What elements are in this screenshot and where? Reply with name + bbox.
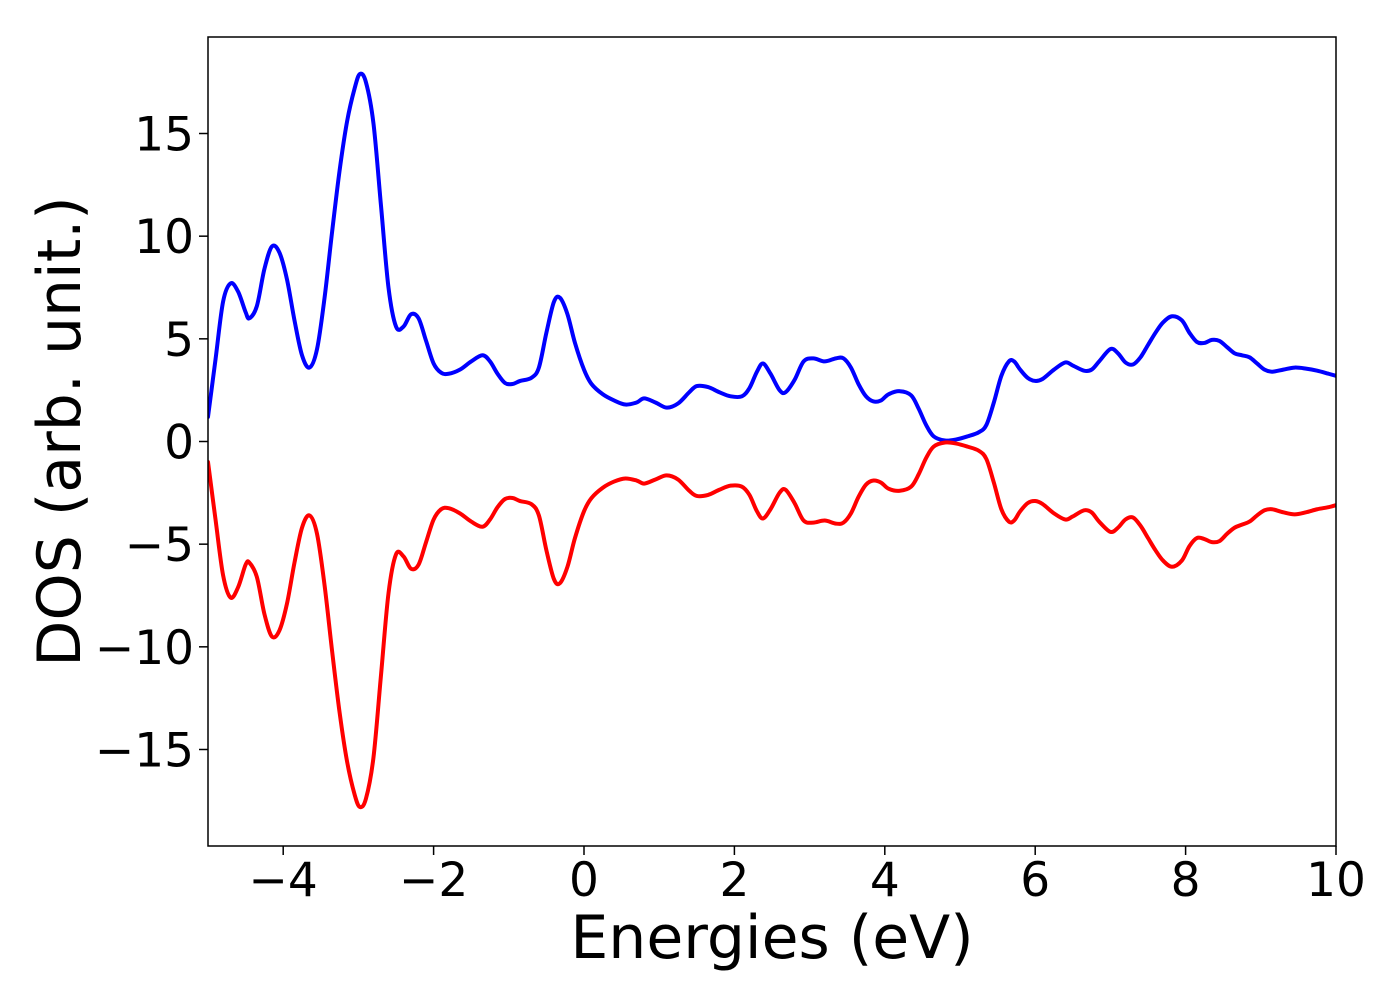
y-tick-label: 10 [134, 210, 194, 265]
x-tick-label: 6 [1020, 853, 1050, 908]
y-tick-label: 15 [134, 108, 194, 163]
x-tick-label: 0 [569, 853, 599, 908]
tick-layer: −4 −2 0 2 4 6 8 10 15 10 5 0 −5 −10 −15 [95, 108, 1366, 908]
x-tick-label: 4 [870, 853, 900, 908]
dos-line-negative [208, 440, 1336, 810]
x-tick-label: 2 [719, 853, 749, 908]
dos-line-positive [208, 71, 1336, 443]
x-axis-label: Energies (eV) [570, 903, 973, 973]
x-tick-label: 10 [1306, 853, 1366, 908]
x-tick-label: −2 [399, 853, 468, 908]
y-tick-label: 5 [164, 313, 194, 368]
y-tick-label: −15 [95, 723, 194, 778]
x-tick-label: 8 [1171, 853, 1201, 908]
x-tick-label: −4 [249, 853, 318, 908]
y-tick-label: 0 [164, 416, 194, 471]
series-layer [208, 71, 1336, 810]
y-tick-label: −5 [125, 518, 194, 573]
y-axis-label: DOS (arb. unit.) [25, 196, 95, 666]
y-tick-label: −10 [95, 621, 194, 676]
